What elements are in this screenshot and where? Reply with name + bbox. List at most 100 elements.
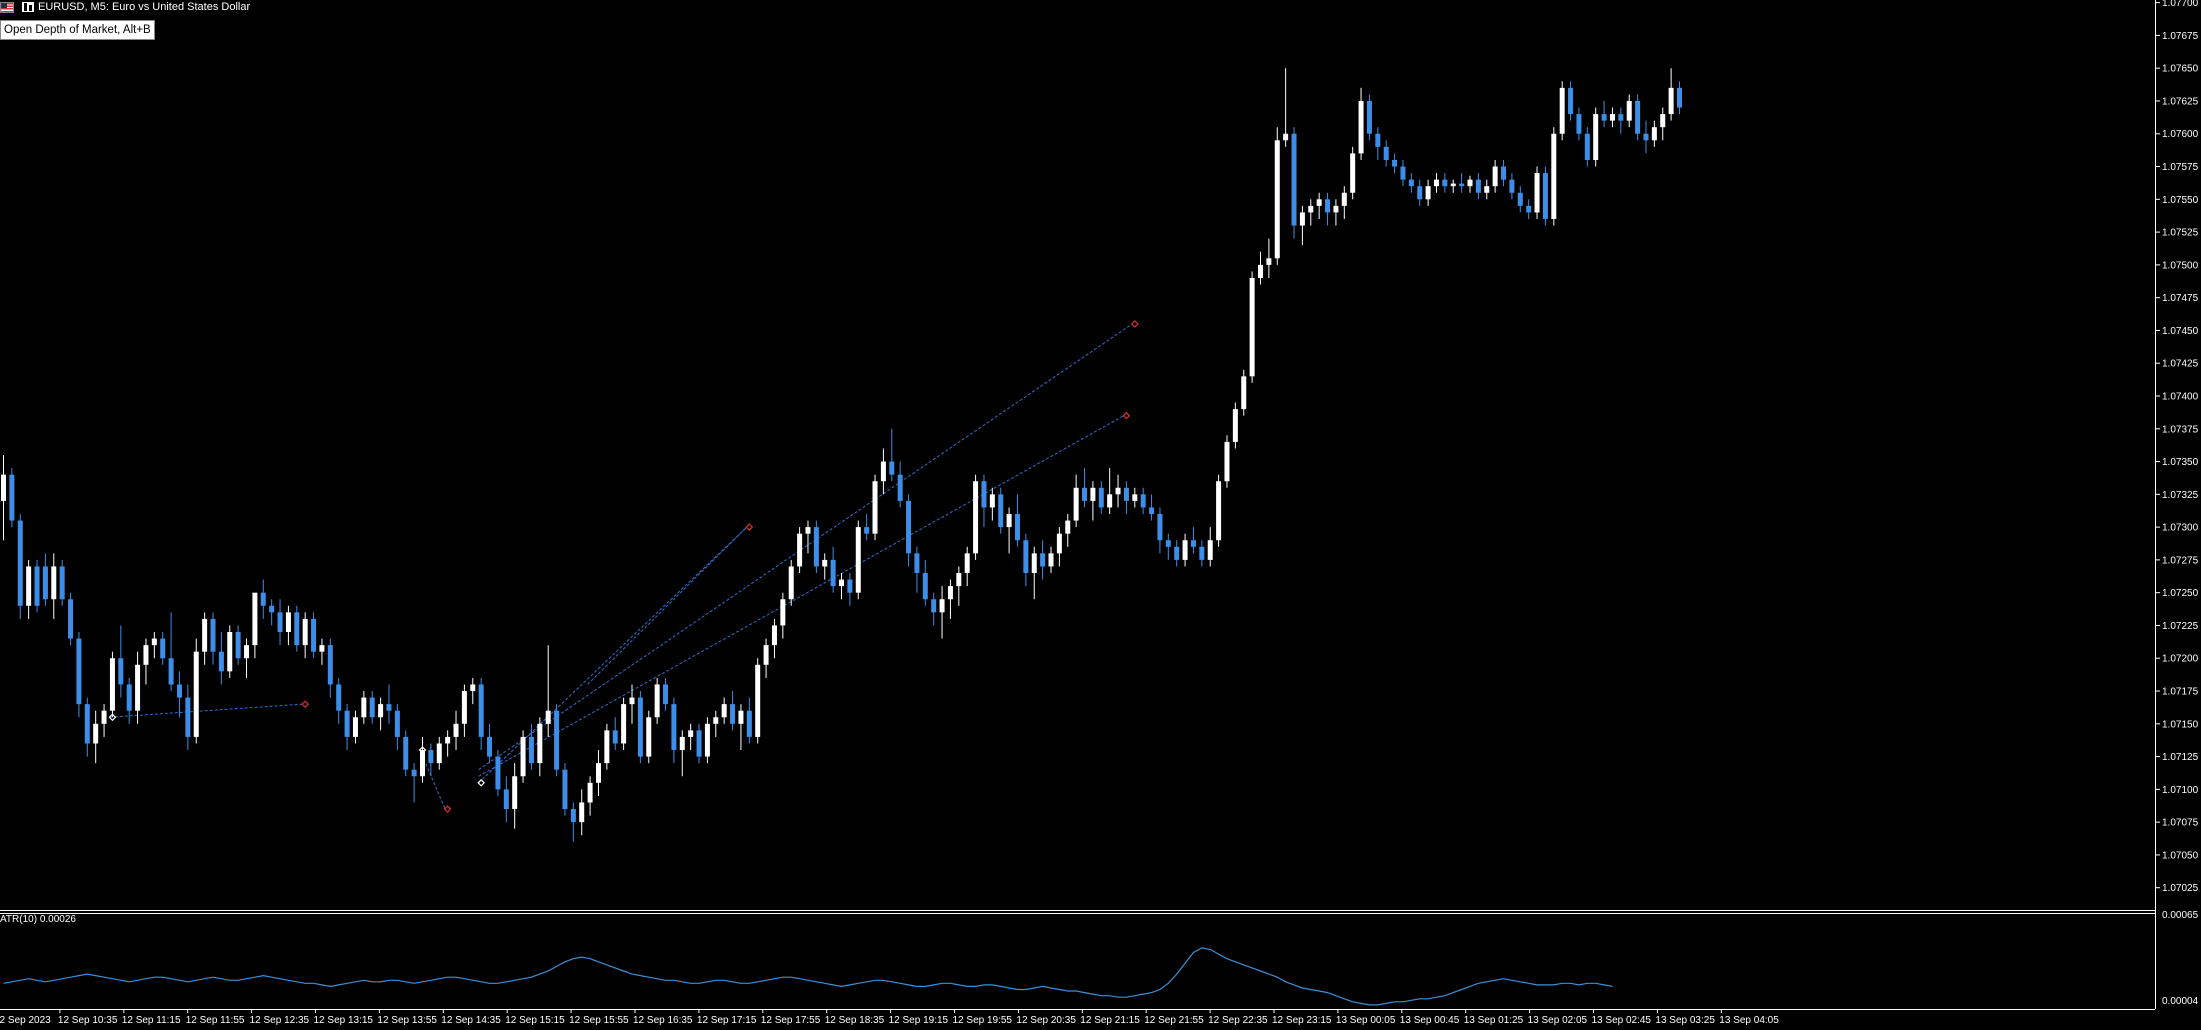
bear-candle: [562, 769, 568, 810]
buy-trade-marker[interactable]: [418, 746, 427, 754]
bear-candle: [906, 500, 912, 554]
bear-candle: [176, 684, 182, 698]
bear-candle: [277, 612, 283, 633]
bull-candle: [193, 651, 199, 737]
sell-trade-marker[interactable]: [1122, 411, 1131, 420]
price-tick-label: 1.07075: [2162, 818, 2199, 829]
sell-trade-marker[interactable]: [301, 700, 310, 708]
bull-candle: [880, 461, 886, 482]
bear-candle: [1325, 199, 1331, 213]
bear-candle: [118, 658, 124, 685]
bull-candle: [378, 704, 384, 718]
bear-candle: [294, 612, 300, 646]
bull-candle: [989, 494, 995, 508]
bear-candle: [1199, 546, 1205, 560]
bull-candle: [352, 717, 358, 737]
bull-candle: [1132, 494, 1138, 501]
bull-candle: [738, 710, 744, 724]
bear-candle: [1383, 146, 1389, 160]
bull-candle: [51, 566, 57, 600]
bull-candle: [805, 527, 811, 534]
bear-candle: [185, 697, 191, 737]
bear-candle: [1501, 166, 1507, 180]
bear-candle: [269, 605, 275, 613]
bull-candle: [646, 717, 652, 757]
price-tick-label: 1.07175: [2162, 687, 2199, 698]
price-tick-label: 1.07325: [2162, 490, 2199, 501]
bull-candle: [688, 730, 694, 737]
bear-candle: [9, 474, 15, 521]
bear-candle: [210, 618, 216, 652]
bear-candle: [1165, 540, 1171, 547]
bull-candle: [1207, 540, 1213, 560]
bull-candle: [1232, 409, 1238, 442]
bear-candle: [570, 809, 576, 823]
time-tick-label: 12 Sep 19:15: [889, 1015, 949, 1026]
bull-candle: [1258, 264, 1263, 278]
bull-candle: [252, 592, 258, 646]
trade-history-line: [478, 323, 1133, 771]
bear-candle: [235, 632, 241, 659]
price-tick-label: 1.07600: [2162, 129, 2199, 140]
bull-candle: [1609, 114, 1615, 121]
bull-candle: [1090, 487, 1096, 501]
time-tick-label: 13 Sep 00:45: [1400, 1015, 1460, 1026]
sell-trade-marker[interactable]: [443, 805, 452, 813]
buy-trade-marker[interactable]: [477, 778, 486, 787]
bear-candle: [746, 710, 752, 737]
bull-candle: [939, 599, 945, 613]
price-tick-label: 1.07650: [2162, 64, 2199, 75]
bear-candle: [671, 704, 677, 751]
time-tick-label: 13 Sep 02:05: [1528, 1015, 1588, 1026]
price-tick-label: 1.07250: [2162, 588, 2199, 599]
bear-candle: [168, 658, 174, 685]
time-tick-label: 12 Sep 10:35: [58, 1015, 118, 1026]
bear-candle: [1526, 205, 1532, 213]
price-tick-label: 1.07050: [2162, 850, 2199, 861]
one-click-trading-icon[interactable]: [22, 2, 34, 12]
bear-candle: [1157, 514, 1163, 541]
bear-candle: [1643, 133, 1649, 141]
bear-candle: [1584, 133, 1590, 160]
bear-candle: [1400, 166, 1406, 180]
bear-candle: [931, 599, 937, 613]
bear-candle: [1442, 179, 1448, 187]
time-tick-label: 12 Sep 12:35: [250, 1015, 310, 1026]
time-tick-label: 12 Sep 15:15: [505, 1015, 565, 1026]
bull-candle: [453, 723, 459, 737]
bull-candle: [302, 618, 308, 646]
bull-candle: [143, 645, 149, 665]
price-tick-label: 1.07125: [2162, 752, 2199, 763]
bear-candle: [1677, 87, 1682, 108]
time-tick-label: 12 Sep 13:15: [314, 1015, 374, 1026]
bear-candle: [260, 592, 266, 606]
bull-candle: [621, 704, 627, 744]
bull-candle: [26, 566, 32, 606]
time-tick-label: 12 Sep 23:15: [1272, 1015, 1332, 1026]
time-tick-label: 12 Sep 15:55: [569, 1015, 629, 1026]
buy-trade-marker[interactable]: [108, 713, 117, 722]
bear-candle: [386, 704, 392, 711]
trade-history-line: [587, 526, 748, 685]
bull-candle: [285, 612, 291, 633]
bull-candle: [721, 704, 727, 718]
bull-candle: [587, 782, 593, 803]
bear-candle: [34, 566, 40, 606]
sell-trade-marker[interactable]: [1130, 320, 1139, 328]
price-tick-label: 1.07475: [2162, 293, 2199, 304]
bull-candle: [436, 743, 442, 764]
price-tick-label: 1.07350: [2162, 457, 2199, 468]
bull-candle: [763, 645, 769, 665]
price-tick-label: 1.07100: [2162, 785, 2199, 796]
bear-candle: [897, 474, 903, 501]
bull-candle: [1559, 87, 1565, 134]
bull-candle: [788, 566, 794, 600]
bull-candle: [1551, 133, 1557, 219]
bull-candle: [1216, 481, 1222, 541]
sell-trade-marker[interactable]: [745, 523, 754, 531]
price-tick-label: 1.07425: [2162, 359, 2199, 370]
bear-candle: [1635, 100, 1641, 134]
bear-candle: [336, 684, 342, 711]
price-tick-label: 1.07025: [2162, 883, 2199, 894]
